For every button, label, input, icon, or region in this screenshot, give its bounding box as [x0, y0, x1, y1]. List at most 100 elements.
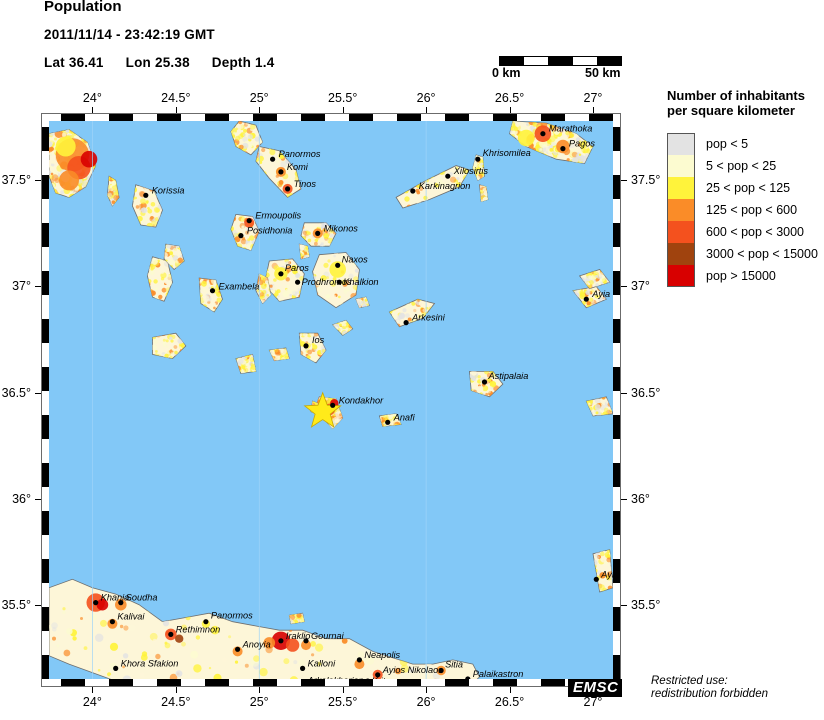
lon-tick [509, 687, 511, 693]
city-marker[interactable] [410, 188, 416, 194]
border-dash [41, 271, 49, 295]
city-marker[interactable] [143, 192, 149, 198]
city-marker[interactable] [438, 667, 444, 674]
city-marker[interactable] [560, 146, 566, 152]
city-marker[interactable] [235, 646, 241, 652]
city-marker[interactable] [445, 173, 451, 179]
city-marker[interactable] [209, 288, 216, 294]
legend-item: 5 < pop < 25 [667, 155, 819, 177]
legend-items: pop < 5 5 < pop < 25 25 < pop < 125 125 < p… [667, 133, 819, 287]
city-marker[interactable] [246, 218, 252, 224]
city-marker[interactable] [303, 638, 309, 644]
legend-swatch [667, 243, 695, 265]
city-marker[interactable] [315, 230, 321, 236]
city-label: Ios [312, 335, 325, 345]
city-marker[interactable] [365, 678, 370, 680]
city-label: Neapolis [364, 650, 400, 660]
border-dash [41, 559, 49, 583]
city-label: Anafi [393, 412, 416, 422]
city-marker[interactable] [168, 631, 174, 637]
border-dash [613, 319, 621, 343]
lat-tick [621, 392, 627, 394]
event-datetime: 2011/11/14 - 23:42:19 GMT [44, 27, 215, 42]
border-dash [541, 679, 565, 687]
lat-tick [621, 180, 627, 182]
city-marker[interactable] [303, 343, 309, 349]
city-label: Khania [101, 593, 130, 603]
lon-axis-label: 26.5° [494, 695, 525, 709]
city-marker[interactable] [336, 279, 342, 285]
city-marker[interactable] [465, 676, 471, 679]
city-marker[interactable] [540, 131, 546, 137]
legend-item: 25 < pop < 125 [667, 177, 819, 199]
city-marker[interactable] [300, 665, 306, 672]
city-label: Kondakhor [339, 395, 384, 405]
legend-swatch [667, 221, 695, 243]
city-marker[interactable] [475, 156, 481, 162]
epicenter-star[interactable] [303, 391, 342, 428]
city-marker[interactable] [335, 262, 341, 268]
city-marker[interactable] [385, 419, 391, 425]
border-dash [41, 655, 49, 679]
legend-item: 125 < pop < 600 [667, 199, 819, 221]
map-container[interactable]: Korissia Panormos Komi Tinos Ermoupolis Posid… [41, 113, 621, 687]
lat-axis-label: 36° [631, 491, 650, 506]
lat-tick [621, 604, 627, 606]
city-label: Iraklio [286, 631, 311, 641]
city-marker[interactable] [593, 576, 599, 582]
city-marker[interactable] [278, 638, 284, 644]
city-marker[interactable] [330, 402, 336, 408]
city-marker[interactable] [295, 279, 301, 285]
legend-label: 125 < pop < 600 [706, 203, 798, 217]
map-border-right [613, 113, 621, 687]
city-label: Pagos [569, 139, 595, 149]
lat-axis-label: 36° [12, 491, 31, 506]
city-marker[interactable] [113, 665, 119, 672]
lon-value: 25.38 [155, 55, 190, 70]
city-label: Komi [287, 162, 309, 172]
city-marker[interactable] [583, 296, 589, 302]
legend-swatch [667, 199, 695, 221]
map-vector-layer: Korissia Panormos Komi Tinos Ermoupolis Posid… [49, 121, 613, 679]
city-marker[interactable] [278, 169, 284, 175]
city-marker[interactable] [109, 619, 115, 625]
scale-end-label: 50 km [585, 66, 621, 80]
map-frame [41, 113, 621, 687]
city-label: Panormos [279, 149, 321, 159]
lat-tick [35, 180, 41, 182]
city-marker[interactable] [278, 271, 284, 277]
city-marker[interactable] [285, 186, 291, 192]
emsc-logo: EMSC [568, 679, 623, 697]
border-dash [41, 175, 49, 199]
border-dash [301, 679, 325, 687]
city-label: Exambela [219, 282, 260, 292]
city-marker[interactable] [118, 600, 124, 606]
city-label: Astipalaia [488, 371, 529, 381]
city-marker[interactable] [403, 320, 409, 326]
map-canvas[interactable]: Korissia Panormos Komi Tinos Ermoupolis Posid… [49, 121, 613, 679]
border-dash [41, 607, 49, 631]
border-dash [41, 223, 49, 247]
city-label: Khora Sfakion [121, 658, 179, 668]
city-marker[interactable] [93, 600, 99, 606]
legend: Number of inhabitants per square kilomet… [667, 88, 819, 287]
city-marker[interactable] [270, 156, 276, 162]
city-marker[interactable] [481, 379, 488, 385]
city-marker[interactable] [203, 619, 209, 625]
city-label: Arkalokhorion [307, 675, 364, 679]
border-dash [349, 113, 373, 121]
city-marker[interactable] [375, 672, 381, 678]
lon-tick [592, 107, 594, 113]
lon-tick [259, 107, 261, 113]
border-dash [301, 113, 325, 121]
border-dash [541, 113, 565, 121]
border-dash [253, 679, 277, 687]
legend-label: 600 < pop < 3000 [706, 225, 805, 239]
city-label: Arkesini [411, 313, 446, 323]
lon-tick [509, 107, 511, 113]
city-marker[interactable] [356, 657, 362, 663]
city-label: Xilosirtis [453, 166, 489, 176]
lon-axis-label: 27° [583, 695, 603, 709]
city-marker[interactable] [238, 233, 244, 239]
city-label: Khalkion [343, 277, 378, 287]
